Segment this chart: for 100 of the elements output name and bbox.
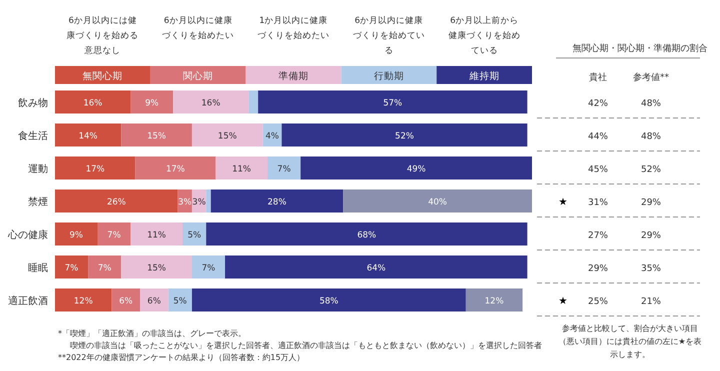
- series-label: 関心期: [183, 70, 214, 82]
- bar: [182, 222, 206, 246]
- annotation: ★: [558, 296, 568, 307]
- text: **2022年の健康習慣アンケートの結果より（回答者数：約15万人）: [58, 353, 305, 362]
- data-label: 26%: [106, 198, 126, 208]
- bar: [173, 90, 249, 114]
- y-tick-label: 食生活: [18, 130, 48, 142]
- bar: [300, 156, 532, 180]
- data-label: 9%: [145, 98, 159, 108]
- series-label: 無関心期: [82, 70, 123, 82]
- data-label: 4%: [266, 132, 279, 142]
- text: 参考値と比較して、割合が大きい項目（悪い項目）には貴社の値の左に★を表示します。: [557, 323, 703, 361]
- data-label: 29%: [588, 264, 608, 274]
- data-label: 7%: [98, 264, 112, 274]
- data-label: 49%: [406, 164, 426, 174]
- data-label: 57%: [383, 98, 402, 108]
- data-label: 31%: [588, 198, 608, 208]
- bar: [55, 256, 88, 278]
- bar: [258, 90, 528, 114]
- text: 喫煙の非該当は「吸ったことがない」を選択した回答者、適正飲酒の非該当は「もともと飲まない（飲めない）」を選択した回答者: [70, 341, 542, 350]
- y-tick-label: 運動: [28, 163, 48, 175]
- text: 6か月以上前から健康づくりを始めている: [448, 15, 520, 58]
- data-label: 15%: [218, 132, 237, 142]
- data-label: 29%: [640, 198, 662, 208]
- data-label: 35%: [640, 264, 662, 274]
- text: 行動期: [374, 70, 404, 82]
- bar: [112, 288, 140, 312]
- data-label: 25%: [588, 297, 608, 307]
- bar: [210, 190, 344, 212]
- data-label: 11%: [232, 164, 252, 174]
- data-label: 40%: [428, 198, 447, 208]
- series-label: 維持期: [468, 70, 500, 82]
- data-label: 17%: [166, 164, 185, 174]
- data-label: 12%: [74, 296, 93, 306]
- data-label: 29%: [640, 231, 662, 241]
- data-label: 16%: [83, 98, 102, 108]
- data-label: 7%: [107, 230, 121, 240]
- y-tick-label: 睡眠: [28, 262, 48, 274]
- bar: [268, 156, 301, 180]
- bar: [130, 222, 183, 246]
- bar: [140, 288, 168, 312]
- bar: [98, 222, 131, 246]
- bar: [130, 90, 174, 114]
- y-tick-label: 心の健康: [7, 229, 48, 241]
- annotation: ★: [558, 197, 568, 208]
- bar: [248, 90, 258, 114]
- bar: [55, 190, 178, 212]
- x-tick-label: 貴社: [589, 72, 607, 83]
- x-tick-label: 参考値**: [633, 72, 670, 83]
- data-label: 45%: [588, 165, 608, 175]
- data-label: 11%: [147, 230, 166, 240]
- text: 6か月以内には健康づくりを始める意思なし: [66, 15, 139, 58]
- chart-title: 無関心期・関心期・準備期の割合: [572, 43, 708, 54]
- text: *「喫煙」「適正飲酒」の非該当は、グレーで表示。: [58, 329, 246, 338]
- bar: [121, 124, 192, 146]
- text: 準備期: [278, 70, 308, 82]
- data-label: 58%: [319, 296, 338, 306]
- bar: [55, 124, 122, 146]
- bar: [55, 288, 112, 312]
- data-label: 15%: [147, 132, 166, 142]
- data-label: 7%: [64, 264, 78, 274]
- y-tick-label: 適正飲酒: [8, 295, 48, 307]
- bar: [192, 256, 226, 278]
- data-label: 68%: [357, 230, 376, 240]
- text: 1か月以内に健康づくりを始めたい: [258, 15, 330, 43]
- data-label: 21%: [640, 297, 662, 307]
- data-label: 3%: [178, 198, 192, 208]
- bar: [192, 288, 466, 312]
- data-label: 15%: [147, 264, 166, 274]
- data-label: 42%: [588, 99, 608, 109]
- data-label: 12%: [484, 296, 504, 306]
- data-label: 27%: [588, 231, 608, 241]
- data-label: 7%: [277, 164, 291, 174]
- bar: [206, 222, 528, 246]
- data-label: 48%: [640, 132, 662, 142]
- y-tick-label: 禁煙: [28, 196, 48, 208]
- bar: [225, 256, 528, 278]
- data-label: 52%: [640, 165, 662, 175]
- data-label: 3%: [192, 198, 206, 208]
- bar: [121, 256, 192, 278]
- data-label: 48%: [640, 99, 662, 109]
- bar: [55, 90, 131, 114]
- data-label: 16%: [201, 98, 220, 108]
- bar: [135, 156, 216, 180]
- bar: [216, 156, 268, 180]
- bar: [206, 190, 211, 212]
- data-label: 5%: [173, 296, 187, 306]
- text: 6か月以内に健康づくりを始めたい: [162, 15, 234, 43]
- bar: [343, 190, 532, 212]
- data-label: 28%: [268, 198, 286, 208]
- y-tick-label: 飲み物: [18, 98, 48, 109]
- data-label: 6%: [147, 296, 161, 306]
- bar: [466, 288, 523, 312]
- text: 6か月以内に健康づくりを始めている: [352, 15, 425, 58]
- data-label: 52%: [395, 132, 414, 142]
- bar: [55, 156, 136, 180]
- data-label: 5%: [188, 230, 202, 240]
- bar: [192, 124, 263, 146]
- data-label: 44%: [588, 132, 608, 142]
- bar: [88, 256, 122, 278]
